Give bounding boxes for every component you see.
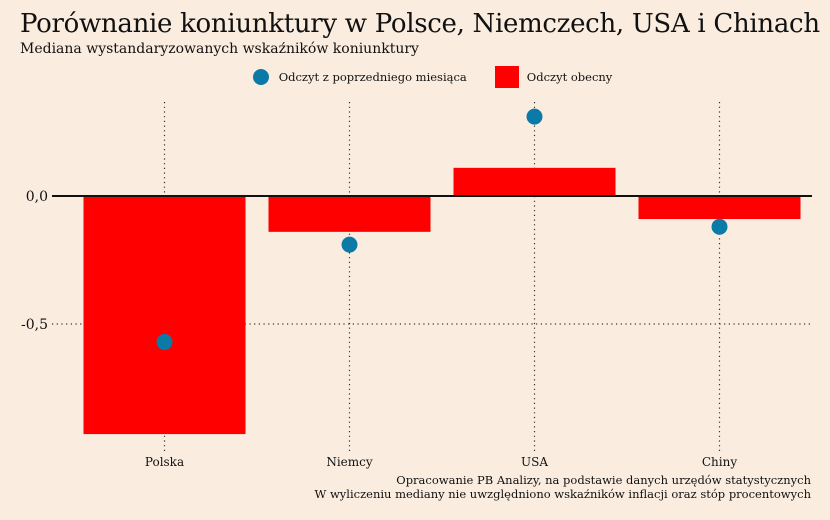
- x-tick-label: Chiny: [702, 455, 737, 469]
- chart-title: Porównanie koniunktury w Polsce, Niemcze…: [20, 9, 820, 39]
- chart-subtitle: Mediana wystandaryzowanych wskaźników ko…: [20, 41, 419, 57]
- legend: Odczyt z poprzedniego miesiąca Odczyt ob…: [0, 66, 830, 88]
- point-usa: [526, 108, 543, 125]
- bar-niemcy: [268, 196, 431, 232]
- legend-bar-marker: [494, 66, 519, 88]
- legend-label-current: Odczyt obecny: [526, 70, 613, 84]
- x-tick-label: USA: [521, 455, 548, 469]
- legend-item-previous: Odczyt z poprzedniego miesiąca: [252, 69, 467, 85]
- x-tick-label: Polska: [145, 455, 184, 469]
- x-tick-label: Niemcy: [326, 455, 373, 469]
- point-chiny: [711, 218, 728, 235]
- legend-dot-marker: [252, 69, 269, 85]
- bar-usa: [453, 167, 616, 196]
- y-tick-label: -0,5: [21, 317, 48, 333]
- point-polska: [156, 333, 173, 350]
- caption-line-source: Opracowanie PB Analizy, na podstawie dan…: [396, 473, 811, 487]
- chart-caption: Opracowanie PB Analizy, na podstawie dan…: [314, 473, 811, 501]
- legend-item-current: Odczyt obecny: [494, 66, 613, 88]
- y-tick-label: 0,0: [26, 189, 48, 205]
- bar-chiny: [638, 196, 801, 220]
- point-niemcy: [341, 236, 358, 253]
- caption-line-note: W wyliczeniu mediany nie uwzględniono ws…: [314, 487, 811, 501]
- legend-label-previous: Odczyt z poprzedniego miesiąca: [278, 70, 467, 84]
- bar-polska: [83, 196, 246, 435]
